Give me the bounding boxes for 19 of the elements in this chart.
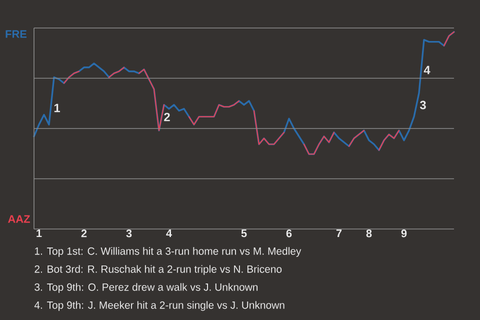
x-tick-label: 1 (36, 230, 42, 238)
text: FRE (6, 30, 27, 38)
annotation: 4 (424, 66, 430, 74)
text: AAZ (8, 215, 30, 223)
x-tick-label: 4 (166, 230, 172, 238)
annotation: 2 (164, 112, 170, 122)
x-tick-label: 9 (401, 230, 407, 238)
x-tick-label: 2 (81, 230, 87, 238)
annotation: 3 (420, 100, 426, 110)
x-tick-label: 5 (241, 230, 247, 238)
text: 2. Bot 3rd: R. Ruschak hit a 2-run triple vs N. Briceno (34, 265, 282, 275)
x-tick-label: 3 (126, 230, 132, 238)
x-tick-label: 6 (286, 230, 292, 238)
text: 4. Top 9th: J. Meeker hit a 2-run single vs J. Unknown (34, 301, 284, 311)
annotation: 1 (54, 104, 60, 112)
x-tick-label: 7 (336, 230, 342, 238)
x-tick-label: 8 (366, 230, 372, 238)
text: 1. Top 1st: C. Williams hit a 3-run home run vs M. Medley (34, 247, 302, 257)
text: 3. Top 9th: O. Perez drew a walk vs J. Unknown (34, 283, 258, 293)
